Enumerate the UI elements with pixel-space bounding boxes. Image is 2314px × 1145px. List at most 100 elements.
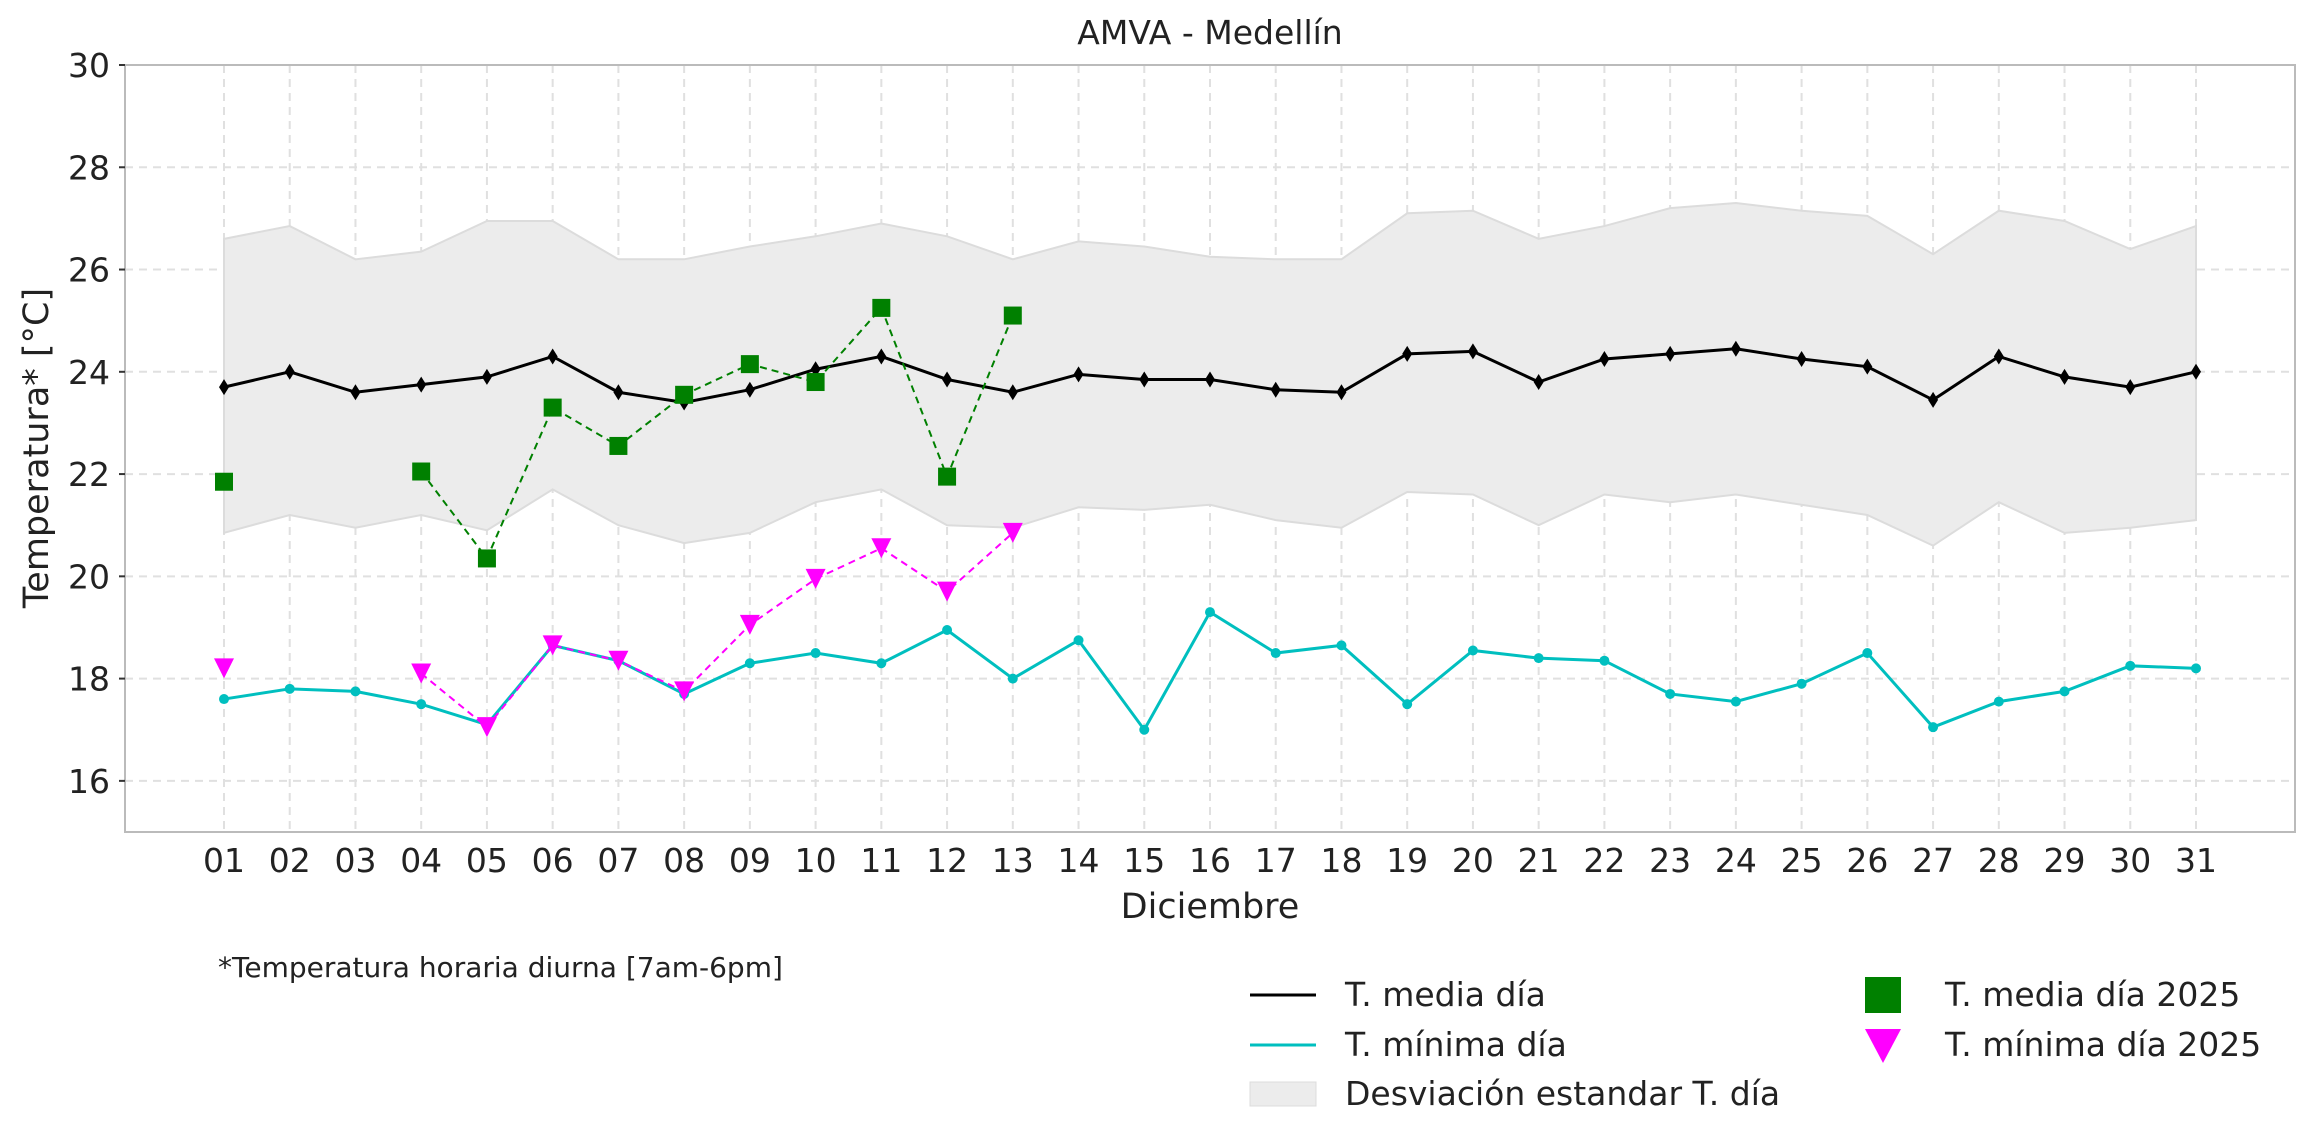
circle-marker: [1730, 696, 1741, 707]
circle-marker: [1270, 648, 1281, 659]
circle-marker: [876, 658, 887, 669]
x-tick-label: 05: [466, 841, 508, 880]
y-tick-label: 30: [68, 46, 110, 85]
diamond-marker: [613, 384, 624, 401]
circle-marker: [219, 694, 229, 705]
x-tick-label: 24: [1715, 841, 1757, 880]
y-axis: 16 18 20 22 24 26 28 30: [68, 46, 125, 801]
diamond-marker: [2125, 379, 2136, 396]
circle-marker: [284, 683, 295, 694]
x-tick-label: 01: [203, 841, 245, 880]
y-tick-label: 28: [68, 148, 110, 187]
circle-marker: [942, 625, 953, 636]
x-tick-label: 29: [2044, 841, 2086, 880]
diamond-marker: [2191, 363, 2201, 380]
series-t-media-d-a-2025: [215, 298, 1022, 568]
triangle-marker: [476, 717, 497, 738]
diamond-marker: [284, 363, 295, 380]
diamond-marker: [1862, 358, 1873, 375]
diamond-marker: [744, 381, 755, 398]
x-tick-label: 16: [1189, 841, 1231, 880]
series-layer: [214, 298, 2201, 738]
diamond-marker: [1730, 340, 1741, 357]
square-marker: [806, 373, 825, 392]
square-marker: [872, 298, 891, 317]
x-tick-label: 30: [2109, 841, 2151, 880]
diamond-marker: [1928, 391, 1939, 408]
circle-marker: [1467, 645, 1478, 656]
legend-label: T. mínima día: [1344, 1025, 1567, 1064]
x-tick-label: 08: [663, 841, 705, 880]
circle-marker: [1599, 655, 1610, 666]
diamond-marker: [1993, 348, 2004, 365]
x-tick-label: 22: [1583, 841, 1625, 880]
triangle-marker: [411, 663, 432, 684]
square-marker: [675, 385, 694, 404]
square-marker: [740, 355, 759, 374]
legend-label: Desviación estandar T. día: [1345, 1074, 1780, 1113]
x-tick-label: 23: [1649, 841, 1691, 880]
circle-marker: [2191, 663, 2201, 674]
x-tick-label: 26: [1846, 841, 1888, 880]
x-tick-label: 13: [992, 841, 1034, 880]
circle-marker: [1073, 635, 1084, 646]
diamond-marker: [2059, 368, 2070, 385]
series-t-media-d-a: [219, 340, 2201, 411]
triangle-marker: [542, 635, 563, 656]
x-tick-label: 25: [1781, 841, 1823, 880]
x-tick-label: 27: [1912, 841, 1954, 880]
legend-label: T. mínima día 2025: [1944, 1025, 2261, 1064]
diamond-marker: [1205, 371, 1215, 388]
y-tick-label: 24: [68, 353, 110, 392]
diamond-marker: [1139, 371, 1150, 388]
square-marker: [543, 398, 562, 417]
diamond-marker: [1467, 343, 1478, 360]
circle-marker: [1007, 673, 1018, 684]
circle-marker: [1928, 722, 1939, 733]
circle-marker: [1862, 648, 1873, 659]
circle-marker: [1205, 607, 1215, 618]
circle-marker: [1402, 699, 1413, 710]
y-tick-label: 20: [68, 557, 110, 596]
x-tick-label: 15: [1123, 841, 1165, 880]
diamond-marker: [1796, 351, 1807, 368]
diamond-marker: [416, 376, 427, 393]
diamond-marker: [1402, 345, 1413, 362]
triangle-marker: [214, 658, 234, 679]
diamond-marker: [219, 379, 229, 396]
circle-marker: [2059, 686, 2070, 697]
y-tick-label: 22: [68, 455, 110, 494]
square-marker: [938, 467, 957, 486]
circle-marker: [416, 699, 427, 710]
square-marker: [1003, 306, 1022, 325]
circle-marker: [1533, 653, 1544, 664]
series-line: [420, 532, 1014, 729]
triangle-marker: [674, 681, 695, 702]
legend: T. media día T. mínima día Desviación esta…: [1249, 975, 2261, 1113]
y-tick-label: 18: [68, 660, 110, 699]
legend-swatch: [1249, 1081, 1317, 1107]
square-marker: [215, 472, 233, 491]
circle-marker: [2125, 660, 2136, 671]
series-line: [420, 305, 1014, 561]
x-tick-label: 20: [1452, 841, 1494, 880]
legend-swatch: [1865, 1029, 1901, 1063]
diamond-marker: [942, 371, 953, 388]
y-axis-label: Temperatura* [°C]: [17, 288, 57, 609]
diamond-marker: [481, 368, 492, 385]
legend-label: T. media día: [1344, 975, 1546, 1014]
x-tick-label: 28: [1978, 841, 2020, 880]
diamond-marker: [1533, 374, 1544, 391]
x-tick-label: 18: [1320, 841, 1362, 880]
triangle-marker: [608, 650, 629, 671]
triangle-marker: [937, 581, 958, 602]
x-tick-label: 03: [334, 841, 376, 880]
x-tick-label: 21: [1518, 841, 1560, 880]
x-tick-label: 31: [2175, 841, 2217, 880]
circle-marker: [1665, 688, 1676, 699]
x-axis-label: Diciembre: [1121, 887, 1300, 927]
y-tick-label: 26: [68, 251, 110, 290]
x-tick-label: 10: [795, 841, 837, 880]
diamond-marker: [876, 348, 887, 365]
